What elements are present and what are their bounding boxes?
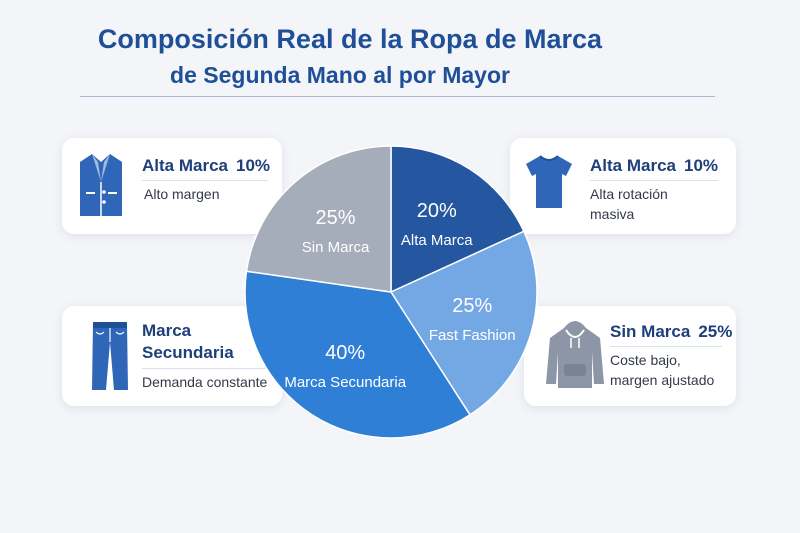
card-title-line: Marca [142,321,192,340]
card-heading: Sin Marca 25% [610,322,732,342]
card-title: Sin Marca [610,322,691,341]
card-percent: 10% [683,156,719,175]
card-alta-marca-right: Alta Marca 10% Alta rotación masiva [510,138,736,234]
card-desc-line: Alto margen [144,186,220,202]
tshirt-icon [526,155,572,208]
slice-value-label: 25% [316,207,356,229]
pie-slice-marca-secundaria [244,270,471,439]
card-description: Demanda constante [142,372,267,392]
chart-title: Composición Real de la Ropa de Marca [97,24,603,54]
card-percent: 10% [235,156,271,175]
slice-category-label: Alta Marca [401,232,473,249]
card-desc-line: Coste bajo, [610,352,681,368]
card-sin-marca: Sin Marca 25% Coste bajo, margen ajustado [524,306,736,406]
chart-subtitle: de Segunda Mano al por Mayor [170,62,510,88]
slice-category-label: Fast Fashion [429,327,516,344]
card-title-line: Secundaria [142,343,234,362]
card-desc-line: masiva [590,206,635,222]
card-heading: Marca Secundaria [142,320,234,364]
hoodie-icon [546,321,604,388]
card-divider [142,368,266,369]
card-divider [142,180,268,181]
card-description: Coste bajo, margen ajustado [610,350,714,390]
card-description: Alto margen [144,184,219,204]
card-description: Alta rotación masiva [590,184,668,224]
pie-slice-fast-fashion [389,230,538,416]
card-desc-line: Alta rotación [590,186,668,202]
card-divider [590,180,718,181]
pie-slice-alta-marca [390,145,525,294]
card-title: Alta Marca [590,156,676,175]
card-marca-secundaria: Marca Secundaria Demanda constante [62,306,282,406]
slice-category-label: Sin Marca [302,239,370,256]
title-divider [80,96,715,97]
card-title: Alta Marca [142,156,228,175]
card-percent: 25% [698,322,733,341]
slice-category-label: Marca Secundaria [284,374,406,391]
card-heading: Alta Marca 10% [142,156,270,176]
card-desc-line: Demanda constante [142,374,268,390]
jeans-icon [92,322,128,390]
slice-value-label: 40% [325,342,365,364]
card-heading: Alta Marca 10% [590,156,718,176]
slice-value-label: 20% [417,200,457,222]
card-divider [610,346,722,347]
pie-slice-sin-marca [245,145,392,293]
slice-value-label: 25% [452,295,492,317]
card-desc-line: margen ajustado [610,372,715,388]
card-alta-marca-left: Alta Marca 10% Alto margen [62,138,282,234]
blazer-icon [80,154,122,216]
